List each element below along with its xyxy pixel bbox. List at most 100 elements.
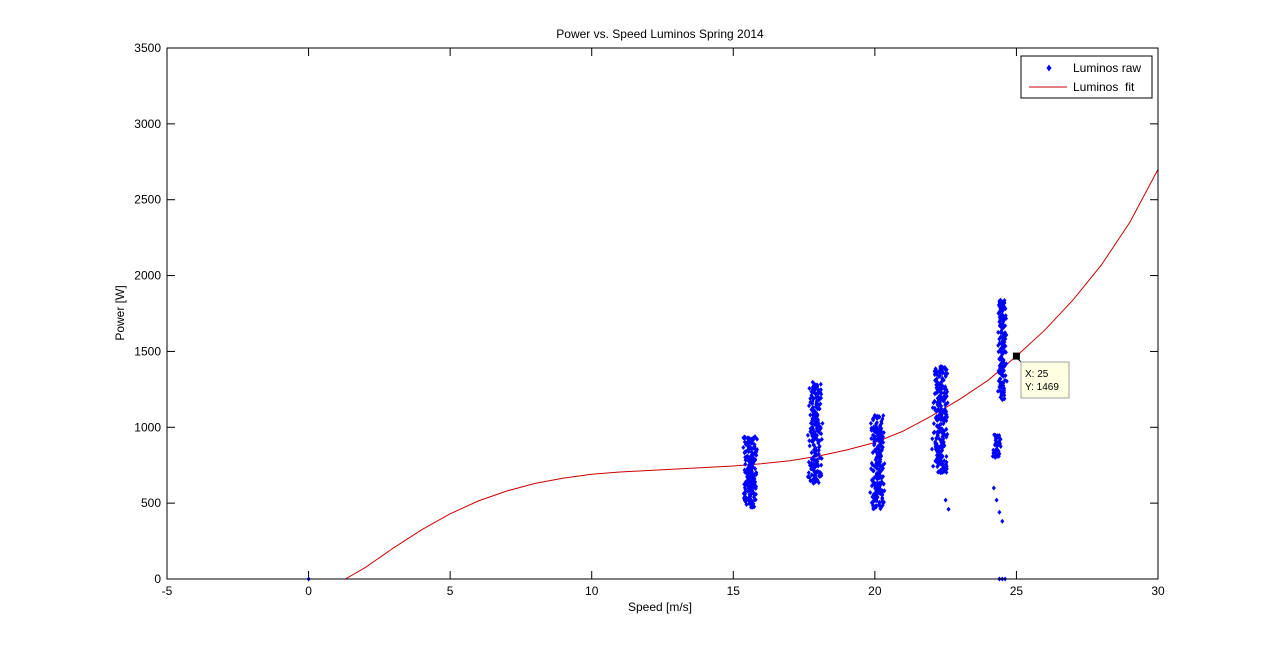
raw-point: [751, 494, 756, 500]
raw-point: [998, 329, 1003, 335]
raw-point: [743, 461, 748, 467]
raw-point: [877, 499, 882, 505]
raw-point: [816, 451, 821, 457]
raw-point: [869, 466, 874, 472]
legend-box: [1020, 55, 1153, 99]
raw-point: [809, 392, 814, 398]
raw-point: [943, 497, 948, 503]
raw-point: [1001, 373, 1006, 379]
raw-point: [819, 431, 824, 437]
x-axis-label: Speed [m/s]: [628, 600, 692, 614]
raw-point: [999, 322, 1004, 328]
raw-point: [747, 464, 752, 470]
raw-point: [748, 492, 753, 498]
raw-point: [879, 467, 884, 473]
x-tick-label: 15: [727, 584, 741, 598]
raw-point: [879, 426, 884, 432]
raw-point: [935, 429, 940, 435]
y-tick-label: 0: [154, 572, 161, 586]
x-tick-label: 0: [305, 584, 312, 598]
raw-point: [872, 475, 876, 481]
raw-point: [998, 376, 1003, 382]
datatip-marker[interactable]: [1012, 352, 1020, 360]
y-tick-label: 1000: [134, 420, 161, 434]
raw-point: [747, 470, 752, 476]
raw-point: [743, 491, 748, 497]
raw-point: [932, 372, 937, 378]
raw-point: [878, 441, 882, 447]
raw-point: [930, 436, 935, 442]
raw-point: [1000, 334, 1005, 340]
raw-point: [930, 405, 935, 411]
raw-point: [1001, 363, 1006, 369]
raw-point: [942, 385, 947, 390]
raw-point: [872, 480, 877, 486]
raw-point: [936, 402, 941, 408]
raw-point: [813, 477, 818, 483]
raw-point: [810, 416, 815, 422]
raw-point: [880, 416, 885, 422]
raw-point: [806, 470, 811, 476]
raw-point: [807, 385, 812, 391]
raw-point: [750, 479, 755, 485]
raw-point: [750, 504, 755, 510]
raw-point: [945, 400, 950, 406]
raw-point: [939, 406, 944, 412]
datatip-box: [1020, 361, 1070, 399]
raw-point: [745, 477, 750, 483]
raw-point: [745, 467, 749, 473]
raw-point: [945, 389, 950, 395]
raw-point: [749, 449, 754, 455]
raw-point: [811, 447, 816, 453]
raw-point: [743, 486, 748, 492]
raw-point: [742, 439, 747, 445]
raw-point: [872, 496, 877, 502]
raw-point: [869, 483, 874, 489]
raw-point: [820, 420, 825, 426]
raw-point: [936, 469, 941, 475]
raw-point: [944, 459, 949, 465]
raw-point: [750, 437, 755, 443]
raw-point: [811, 461, 816, 467]
raw-point: [997, 340, 1002, 346]
raw-point: [935, 379, 940, 385]
raw-point: [994, 447, 999, 453]
raw-point: [1000, 367, 1005, 373]
raw-point: [876, 453, 881, 459]
raw-point: [934, 408, 939, 414]
raw-point: [819, 473, 824, 478]
raw-point: [1002, 316, 1007, 322]
raw-point: [881, 474, 885, 479]
raw-point: [1003, 343, 1008, 349]
raw-point: [742, 436, 747, 442]
raw-point: [811, 434, 816, 440]
raw-point: [879, 504, 884, 510]
raw-point: [935, 387, 940, 393]
x-tick-label: 25: [1010, 584, 1024, 598]
raw-point: [933, 441, 938, 447]
raw-point: [819, 455, 824, 461]
raw-point: [742, 449, 747, 455]
raw-point: [811, 396, 816, 402]
raw-point: [819, 462, 824, 468]
raw-point: [868, 490, 873, 495]
chart-title: Power vs. Speed Luminos Spring 2014: [556, 27, 764, 41]
raw-series: [306, 297, 1009, 582]
raw-point: [944, 466, 949, 472]
raw-point: [935, 464, 940, 470]
x-tick-label: 5: [447, 584, 454, 598]
raw-point: [880, 495, 885, 501]
datatip[interactable]: X: 25 Y: 1469: [1012, 352, 1070, 399]
raw-point: [753, 466, 758, 472]
raw-point: [934, 452, 939, 458]
raw-point: [996, 388, 1000, 394]
raw-point: [931, 463, 936, 469]
raw-point: [939, 390, 944, 396]
raw-point: [939, 426, 944, 432]
raw-point: [812, 383, 817, 389]
raw-point: [816, 394, 821, 400]
raw-point: [937, 374, 942, 379]
raw-point: [805, 432, 810, 438]
raw-point: [746, 445, 751, 451]
